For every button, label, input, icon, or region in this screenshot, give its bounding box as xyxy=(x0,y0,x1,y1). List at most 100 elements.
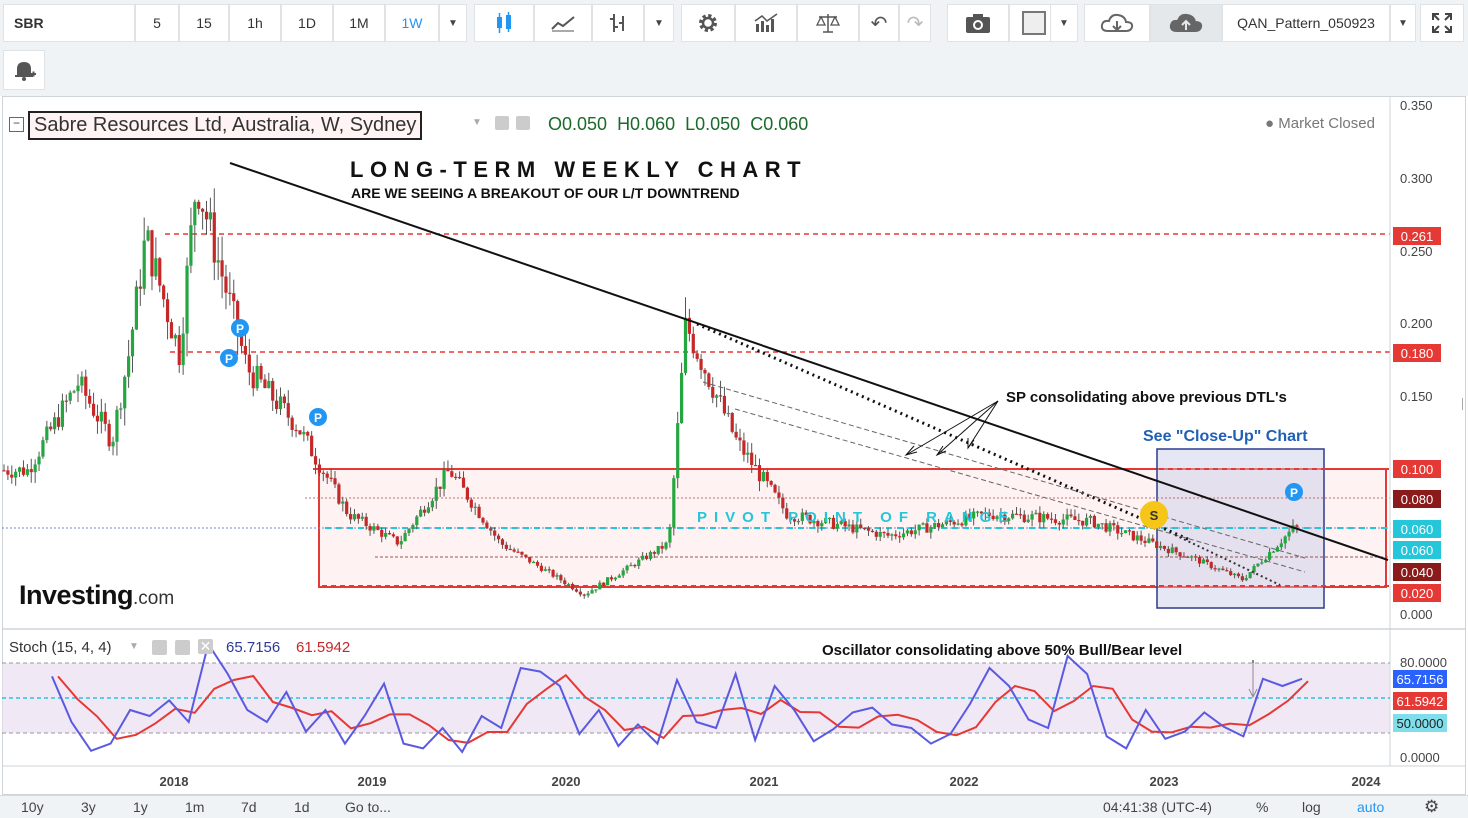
compare-button[interactable] xyxy=(797,4,859,42)
eye-icon[interactable] xyxy=(152,640,167,655)
interval-1m[interactable]: 1M xyxy=(333,4,385,42)
gear-icon[interactable]: ⚙ xyxy=(1424,797,1440,816)
scroll-handle[interactable] xyxy=(1462,398,1467,410)
candle-body xyxy=(929,526,933,533)
cloud-upload-button[interactable] xyxy=(1150,4,1222,42)
candle-body xyxy=(734,431,738,438)
pivot-marker[interactable]: P xyxy=(309,408,327,426)
candle-body xyxy=(1131,530,1135,541)
settings-small-icon[interactable] xyxy=(175,640,190,655)
interval-15[interactable]: 15 xyxy=(179,4,229,42)
candle-body xyxy=(387,533,392,535)
goto-button[interactable]: Go to... xyxy=(345,799,391,815)
candle-body xyxy=(454,476,458,479)
range-1d[interactable]: 1d xyxy=(294,799,310,815)
range-7d[interactable]: 7d xyxy=(241,799,257,815)
candle-body xyxy=(917,524,921,531)
candle-body xyxy=(1232,573,1237,576)
candle-body xyxy=(103,411,107,424)
redo-button[interactable]: ↷ xyxy=(899,4,931,42)
svg-text:P: P xyxy=(225,352,233,366)
snapshot-button[interactable] xyxy=(947,4,1009,42)
candle-body xyxy=(863,528,867,530)
indicators-button[interactable] xyxy=(735,4,797,42)
candle-body xyxy=(430,500,434,508)
cloud-download-button[interactable] xyxy=(1084,4,1150,42)
candle-body xyxy=(216,260,220,263)
candle-body xyxy=(999,514,1003,517)
range-3y[interactable]: 3y xyxy=(81,799,96,815)
candle-body xyxy=(286,403,290,418)
pivot-marker[interactable]: P xyxy=(1285,483,1303,501)
candle-body xyxy=(99,411,103,422)
range-1m[interactable]: 1m xyxy=(185,799,205,815)
candle-body xyxy=(738,437,742,441)
log-toggle[interactable]: log xyxy=(1302,799,1321,815)
candle-body xyxy=(535,561,540,566)
candle-body xyxy=(345,501,349,515)
percent-toggle[interactable]: % xyxy=(1256,799,1269,815)
candle-body xyxy=(1244,578,1248,581)
candle-body xyxy=(1190,556,1194,558)
style-dropdown[interactable]: ▼ xyxy=(644,4,674,42)
chevron-down-icon[interactable]: ▼ xyxy=(129,641,139,652)
candle-body xyxy=(177,335,181,366)
candle-body xyxy=(528,556,532,563)
watermark-brand: Investing xyxy=(19,580,134,610)
settings-button[interactable] xyxy=(681,4,735,42)
collapse-legend-button[interactable]: − xyxy=(9,117,24,132)
scale-icon xyxy=(815,14,841,33)
interval-1d[interactable]: 1D xyxy=(281,4,333,42)
interval-1h[interactable]: 1h xyxy=(229,4,281,42)
layout-name-button[interactable]: QAN_Pattern_050923 xyxy=(1222,4,1390,42)
candle-body xyxy=(29,469,33,473)
color-dropdown[interactable]: ▼ xyxy=(1050,4,1078,42)
fullscreen-button[interactable] xyxy=(1420,4,1464,42)
candle-body xyxy=(1061,519,1065,525)
candle-body xyxy=(84,376,88,396)
candle-body xyxy=(1022,514,1026,523)
eye-icon[interactable] xyxy=(495,116,509,130)
candle-body xyxy=(512,549,516,552)
candles-style-button[interactable] xyxy=(474,4,534,42)
range-10y[interactable]: 10y xyxy=(21,799,44,815)
candle-body xyxy=(25,469,29,475)
line-style-button[interactable] xyxy=(534,4,592,42)
interval-1w[interactable]: 1W xyxy=(385,4,439,42)
symbol-search[interactable]: SBR xyxy=(3,4,135,42)
candle-body xyxy=(1104,523,1108,532)
alert-button[interactable] xyxy=(3,50,45,90)
candle-body xyxy=(1069,514,1073,517)
auto-toggle[interactable]: auto xyxy=(1357,799,1385,815)
sell-signal-marker[interactable]: S xyxy=(1140,501,1168,529)
settings-small-icon[interactable] xyxy=(516,116,530,130)
close-icon[interactable]: ✕ xyxy=(198,638,213,654)
candle-body xyxy=(1178,552,1182,557)
interval-5[interactable]: 5 xyxy=(135,4,179,42)
candle-body xyxy=(329,477,333,479)
dtl-dashed-2 xyxy=(734,408,1306,573)
candle-body xyxy=(489,528,493,531)
range-1y[interactable]: 1y xyxy=(133,799,148,815)
candle-body xyxy=(1065,514,1069,520)
interval-dropdown[interactable]: ▼ xyxy=(439,4,467,42)
undo-button[interactable]: ↶ xyxy=(859,4,899,42)
bars-style-button[interactable] xyxy=(592,4,644,42)
market-status: ● Market Closed xyxy=(1265,115,1375,132)
candle-body xyxy=(1092,515,1096,528)
candle-body xyxy=(1271,551,1276,553)
layout-name: QAN_Pattern_050923 xyxy=(1237,15,1375,31)
candle-body xyxy=(777,492,781,498)
chevron-down-icon[interactable]: ▼ xyxy=(472,117,482,128)
candle-body xyxy=(325,473,329,478)
candle-body xyxy=(769,481,773,485)
candle-body xyxy=(606,577,610,586)
layout-dropdown[interactable]: ▼ xyxy=(1390,4,1416,42)
candle-body xyxy=(602,582,606,586)
line-chart-icon xyxy=(551,16,575,32)
pivot-marker[interactable]: P xyxy=(231,319,249,337)
pivot-marker[interactable]: P xyxy=(220,349,238,367)
candle-body xyxy=(1081,520,1085,526)
candle-body xyxy=(687,317,691,334)
